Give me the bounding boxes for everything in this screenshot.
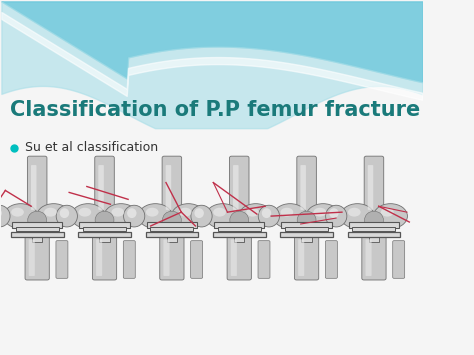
Ellipse shape <box>28 211 46 229</box>
Ellipse shape <box>206 204 240 229</box>
FancyBboxPatch shape <box>92 235 117 280</box>
FancyBboxPatch shape <box>213 232 265 237</box>
Ellipse shape <box>246 208 259 217</box>
Ellipse shape <box>258 205 280 227</box>
Ellipse shape <box>194 208 204 218</box>
FancyBboxPatch shape <box>16 227 59 231</box>
FancyBboxPatch shape <box>280 232 333 237</box>
FancyBboxPatch shape <box>231 239 237 276</box>
Ellipse shape <box>306 204 340 229</box>
FancyBboxPatch shape <box>100 236 109 242</box>
FancyBboxPatch shape <box>29 239 35 276</box>
FancyBboxPatch shape <box>162 156 182 214</box>
Text: Su et al classification: Su et al classification <box>25 141 158 154</box>
Ellipse shape <box>365 211 383 229</box>
FancyBboxPatch shape <box>56 241 68 278</box>
FancyBboxPatch shape <box>96 239 102 276</box>
Ellipse shape <box>381 208 393 217</box>
FancyBboxPatch shape <box>282 222 332 228</box>
FancyBboxPatch shape <box>227 235 251 280</box>
FancyBboxPatch shape <box>325 241 337 278</box>
FancyBboxPatch shape <box>167 236 177 242</box>
FancyBboxPatch shape <box>166 165 171 210</box>
FancyBboxPatch shape <box>347 232 401 237</box>
Ellipse shape <box>11 208 24 217</box>
Ellipse shape <box>239 204 273 229</box>
Ellipse shape <box>179 208 191 217</box>
Ellipse shape <box>348 208 361 217</box>
Ellipse shape <box>146 208 159 217</box>
Ellipse shape <box>163 211 182 229</box>
Ellipse shape <box>172 204 205 229</box>
FancyBboxPatch shape <box>298 239 304 276</box>
Ellipse shape <box>79 208 91 217</box>
FancyBboxPatch shape <box>362 235 386 280</box>
FancyBboxPatch shape <box>218 227 261 231</box>
Ellipse shape <box>60 208 69 218</box>
Ellipse shape <box>104 204 138 229</box>
FancyBboxPatch shape <box>258 241 270 278</box>
Ellipse shape <box>138 204 173 229</box>
FancyBboxPatch shape <box>353 227 395 231</box>
FancyBboxPatch shape <box>11 232 64 237</box>
Ellipse shape <box>281 208 293 217</box>
FancyBboxPatch shape <box>233 165 238 210</box>
Ellipse shape <box>374 204 408 229</box>
Ellipse shape <box>340 204 374 229</box>
FancyBboxPatch shape <box>164 239 170 276</box>
FancyBboxPatch shape <box>369 236 379 242</box>
Ellipse shape <box>44 208 57 217</box>
FancyBboxPatch shape <box>31 165 36 210</box>
FancyBboxPatch shape <box>95 156 114 214</box>
Ellipse shape <box>191 205 212 227</box>
FancyBboxPatch shape <box>301 165 306 210</box>
Ellipse shape <box>329 208 338 218</box>
Ellipse shape <box>56 205 77 227</box>
FancyBboxPatch shape <box>191 241 202 278</box>
Ellipse shape <box>326 205 347 227</box>
FancyBboxPatch shape <box>368 165 373 210</box>
FancyBboxPatch shape <box>349 222 399 228</box>
FancyBboxPatch shape <box>123 241 135 278</box>
FancyBboxPatch shape <box>150 227 193 231</box>
Ellipse shape <box>4 204 37 229</box>
FancyBboxPatch shape <box>98 165 104 210</box>
Ellipse shape <box>124 205 145 227</box>
Ellipse shape <box>273 204 307 229</box>
Ellipse shape <box>111 208 124 217</box>
Ellipse shape <box>230 211 249 229</box>
Ellipse shape <box>36 204 71 229</box>
Ellipse shape <box>127 208 137 218</box>
Ellipse shape <box>0 208 2 218</box>
FancyBboxPatch shape <box>229 156 249 214</box>
FancyBboxPatch shape <box>297 156 316 214</box>
Ellipse shape <box>213 208 226 217</box>
FancyBboxPatch shape <box>79 222 130 228</box>
FancyBboxPatch shape <box>301 236 312 242</box>
FancyBboxPatch shape <box>25 235 49 280</box>
Ellipse shape <box>297 211 316 229</box>
Text: Classification of P.P femur fracture: Classification of P.P femur fracture <box>10 100 420 120</box>
FancyBboxPatch shape <box>393 241 405 278</box>
FancyBboxPatch shape <box>32 236 42 242</box>
Ellipse shape <box>95 211 114 229</box>
FancyBboxPatch shape <box>285 227 328 231</box>
FancyBboxPatch shape <box>294 235 319 280</box>
FancyBboxPatch shape <box>146 232 198 237</box>
FancyBboxPatch shape <box>78 232 131 237</box>
Ellipse shape <box>71 204 105 229</box>
Ellipse shape <box>0 205 10 227</box>
FancyBboxPatch shape <box>27 156 47 214</box>
FancyBboxPatch shape <box>12 222 63 228</box>
Ellipse shape <box>262 208 271 218</box>
FancyBboxPatch shape <box>234 236 245 242</box>
FancyBboxPatch shape <box>364 156 384 214</box>
FancyBboxPatch shape <box>365 239 372 276</box>
FancyBboxPatch shape <box>160 235 184 280</box>
FancyBboxPatch shape <box>214 222 264 228</box>
FancyBboxPatch shape <box>147 222 197 228</box>
Ellipse shape <box>313 208 326 217</box>
FancyBboxPatch shape <box>83 227 126 231</box>
